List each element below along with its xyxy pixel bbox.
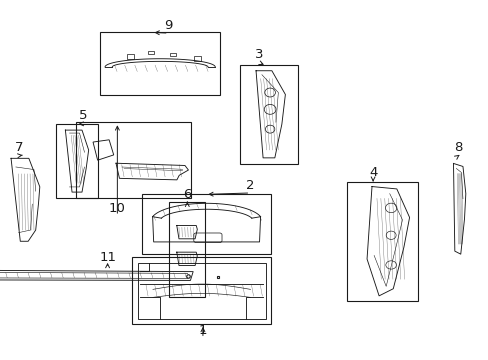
Bar — [126, 54, 134, 59]
Text: 8: 8 — [453, 141, 462, 154]
Bar — [193, 57, 201, 61]
Text: 6: 6 — [183, 188, 191, 201]
Text: 4: 4 — [368, 166, 377, 179]
Text: 7: 7 — [15, 141, 24, 154]
Bar — [148, 51, 154, 54]
Text: 5: 5 — [79, 109, 87, 122]
Bar — [239, 65, 298, 164]
Bar — [76, 122, 190, 198]
Bar — [169, 53, 175, 56]
Text: 9: 9 — [164, 19, 173, 32]
Bar — [142, 194, 271, 254]
Text: 3: 3 — [254, 48, 263, 61]
Bar — [346, 182, 417, 301]
Text: 11: 11 — [99, 251, 116, 264]
Text: 10: 10 — [109, 202, 125, 215]
Bar — [100, 32, 220, 95]
Text: 1: 1 — [198, 324, 207, 337]
Text: 2: 2 — [245, 179, 254, 192]
Bar — [168, 202, 205, 297]
Bar — [137, 263, 265, 319]
Bar — [56, 124, 98, 198]
Bar — [132, 257, 271, 324]
